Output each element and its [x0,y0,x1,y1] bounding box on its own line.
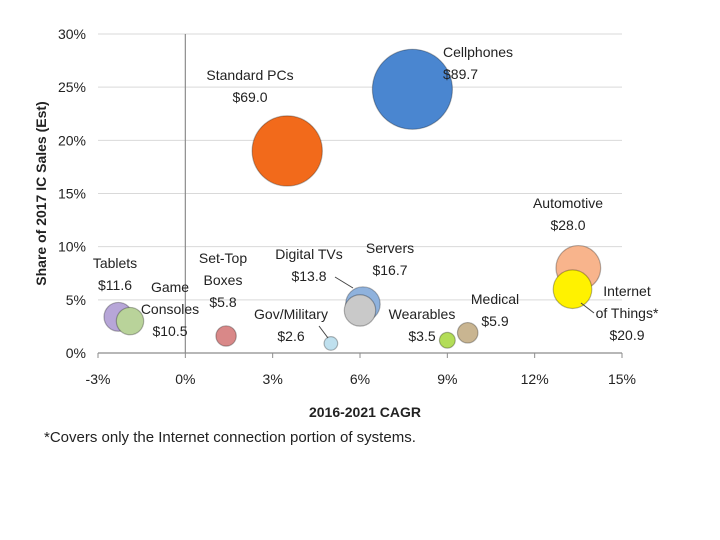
y-tick-label: 15% [58,186,86,202]
bubble-label-medical: $5.9 [481,313,508,329]
bubble-game [115,306,145,336]
leader-line-digital-tvs [334,276,354,289]
bubble-label-game: $10.5 [152,323,187,339]
bubble-medical [456,321,479,344]
bubble-gov-military [323,336,339,351]
bubble-label-standard-pcs: $69.0 [232,89,267,105]
bubble-label-internet: of Things* [596,305,659,321]
x-tick-label: 3% [263,371,283,387]
x-axis-title: 2016-2021 CAGR [309,404,421,420]
x-tick-label: 12% [521,371,549,387]
y-tick-label: 5% [66,292,86,308]
bubbles [103,48,602,351]
bubble-wearables [438,331,456,349]
bubble-label-game: Game [151,279,189,295]
bubble-label-gov-military: Gov/Military [254,306,328,322]
y-tick-label: 10% [58,239,86,255]
bubble-cellphones [371,48,453,130]
bubble-label-cellphones: $89.7 [443,66,478,82]
bubble-label-set-top: $5.8 [209,294,236,310]
y-tick-label: 20% [58,132,86,148]
footnote: *Covers only the Internet connection por… [44,429,416,446]
bubble-label-internet: $20.9 [609,327,644,343]
bubble-label-tablets: Tablets [93,255,137,271]
bubble-labels: Cellphones $89.7 Standard PCs $69.0 Automoti… [93,44,659,344]
axes [97,34,623,358]
bubble-label-game: Consoles [141,301,199,317]
y-tick-label: 25% [58,79,86,95]
y-tick-label: 0% [66,345,86,361]
bubble-label-medical: Medical [471,291,519,307]
bubble-label-servers: Servers [366,240,414,256]
x-tick-label: -3% [86,371,111,387]
bubble-label-digital-tvs: $13.8 [291,268,326,284]
x-tick-label: 15% [608,371,636,387]
bubble-label-standard-pcs: Standard PCs [206,67,293,83]
bubble-digital-tvs [343,294,377,327]
x-tick-label: 6% [350,371,370,387]
bubble-label-gov-military: $2.6 [277,328,304,344]
x-tick-label: 0% [175,371,195,387]
leader-line-internet [580,302,595,314]
leader-line-gov-military [318,325,329,339]
bubble-internet [552,269,593,310]
bubble-label-cellphones: Cellphones [443,44,513,60]
bubble-set-top [215,325,237,347]
tick-labels: 0%5%10%15%20%25%30%-3% 0% 3% 6% 9% 12% 15% [58,26,636,387]
bubble-label-set-top: Set-Top [199,250,247,266]
bubble-label-tablets: $11.6 [98,277,132,293]
bubble-label-wearables: $3.5 [408,328,435,344]
bubble-label-automotive: $28.0 [550,217,585,233]
bubble-label-wearables: Wearables [389,306,456,322]
bubble-label-digital-tvs: Digital TVs [275,246,342,262]
x-tick-label: 9% [437,371,457,387]
y-tick-label: 30% [58,26,86,42]
bubble-label-internet: Internet [603,283,651,299]
bubble-standard-pcs [251,115,323,187]
bubble-label-set-top: Boxes [204,272,243,288]
bubble-label-automotive: Automotive [533,195,603,211]
gridlines [98,33,622,301]
bubble-label-servers: $16.7 [372,262,407,278]
y-axis-title: Share of 2017 IC Sales (Est) [33,101,49,285]
